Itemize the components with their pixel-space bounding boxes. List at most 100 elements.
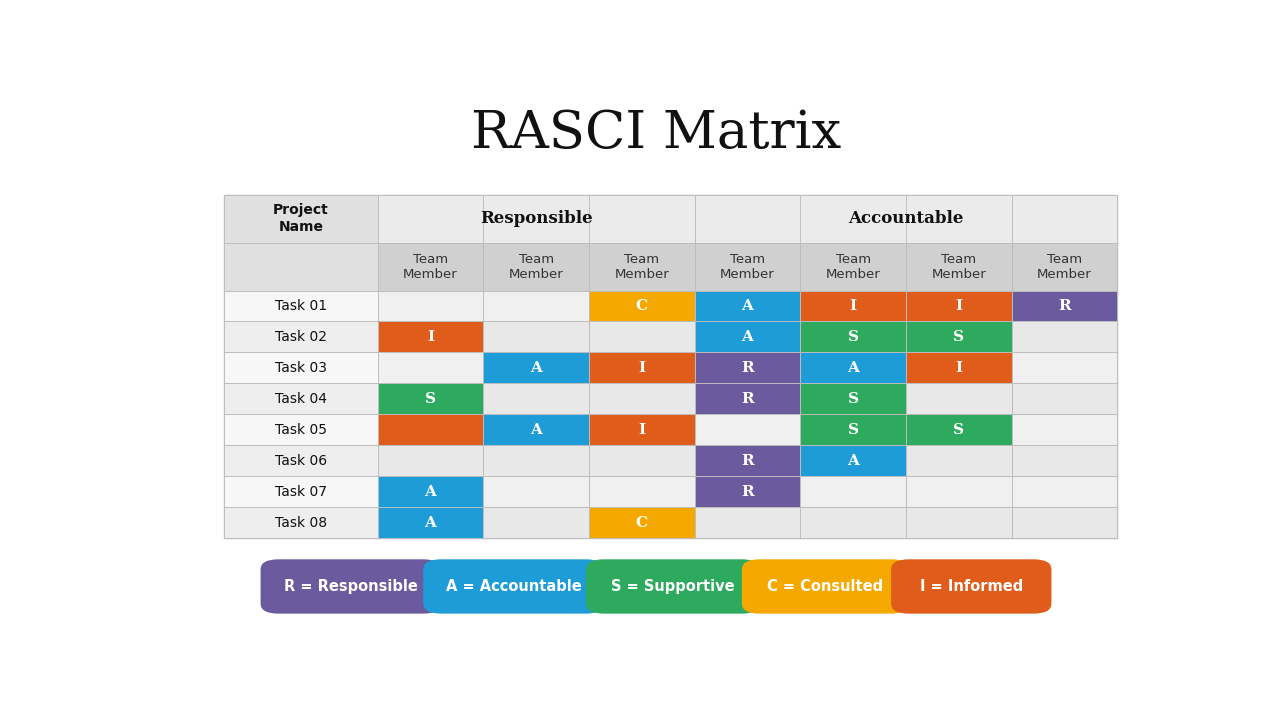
Text: I: I	[955, 361, 963, 375]
Text: Team
Member: Team Member	[403, 253, 458, 281]
Text: A: A	[741, 299, 754, 313]
Bar	[484, 243, 589, 290]
Bar	[800, 321, 906, 352]
Text: A = Accountable: A = Accountable	[445, 579, 581, 594]
Bar	[378, 321, 484, 352]
Bar	[1011, 290, 1117, 321]
Bar	[1011, 352, 1117, 384]
Text: Team
Member: Team Member	[932, 253, 986, 281]
Text: R: R	[741, 361, 754, 375]
Bar	[378, 446, 484, 477]
Bar	[224, 194, 378, 243]
Bar	[589, 477, 695, 508]
Bar	[224, 321, 378, 352]
FancyBboxPatch shape	[742, 559, 909, 613]
Text: S: S	[954, 423, 964, 437]
Text: I: I	[428, 330, 434, 344]
Bar	[589, 352, 695, 384]
Bar	[378, 477, 484, 508]
Bar	[484, 321, 589, 352]
Text: Task 03: Task 03	[275, 361, 328, 375]
Bar	[484, 384, 589, 415]
Text: Responsible: Responsible	[480, 210, 593, 227]
Text: Team
Member: Team Member	[721, 253, 774, 281]
Bar	[589, 446, 695, 477]
Bar	[1011, 321, 1117, 352]
Bar	[695, 446, 800, 477]
Bar	[589, 243, 695, 290]
Bar	[800, 290, 906, 321]
Text: I = Informed: I = Informed	[919, 579, 1023, 594]
Text: R: R	[741, 454, 754, 468]
Bar	[1011, 508, 1117, 539]
Text: A: A	[741, 330, 754, 344]
Bar	[589, 290, 695, 321]
Text: Task 04: Task 04	[275, 392, 328, 406]
Bar	[484, 415, 589, 446]
Bar	[800, 477, 906, 508]
Bar	[1011, 446, 1117, 477]
Bar	[224, 352, 378, 384]
Text: S: S	[847, 423, 859, 437]
Text: Team
Member: Team Member	[508, 253, 563, 281]
Text: Task 05: Task 05	[275, 423, 328, 437]
Bar	[1011, 415, 1117, 446]
Bar	[378, 352, 484, 384]
Text: R: R	[1059, 299, 1071, 313]
Bar	[378, 508, 484, 539]
Text: A: A	[530, 423, 543, 437]
Text: S: S	[847, 330, 859, 344]
Text: I: I	[639, 361, 645, 375]
Bar	[800, 415, 906, 446]
Text: A: A	[425, 485, 436, 499]
Text: Team
Member: Team Member	[614, 253, 669, 281]
Text: Accountable: Accountable	[849, 210, 964, 227]
Bar	[800, 384, 906, 415]
Bar	[906, 352, 1011, 384]
FancyBboxPatch shape	[586, 559, 760, 613]
Text: Project
Name: Project Name	[273, 204, 329, 233]
Bar	[800, 446, 906, 477]
Bar	[906, 243, 1011, 290]
Bar	[906, 384, 1011, 415]
Bar	[906, 415, 1011, 446]
Text: Task 01: Task 01	[275, 299, 328, 313]
Bar	[1011, 243, 1117, 290]
Bar	[800, 243, 906, 290]
Bar	[224, 446, 378, 477]
Bar	[695, 384, 800, 415]
Text: R: R	[741, 485, 754, 499]
Bar	[484, 290, 589, 321]
Bar	[484, 446, 589, 477]
Text: S: S	[954, 330, 964, 344]
Bar	[378, 290, 484, 321]
Text: Task 02: Task 02	[275, 330, 328, 344]
Bar	[1011, 477, 1117, 508]
Bar	[484, 477, 589, 508]
Bar	[224, 243, 378, 290]
Text: Team
Member: Team Member	[826, 253, 881, 281]
Text: A: A	[847, 454, 859, 468]
Text: A: A	[530, 361, 543, 375]
Text: C: C	[636, 299, 648, 313]
Text: S: S	[847, 392, 859, 406]
Text: I: I	[850, 299, 856, 313]
Bar	[906, 508, 1011, 539]
Bar	[695, 243, 800, 290]
Bar	[589, 321, 695, 352]
Bar	[589, 508, 695, 539]
Text: S = Supportive: S = Supportive	[611, 579, 735, 594]
Bar	[224, 508, 378, 539]
Bar	[695, 321, 800, 352]
Text: A: A	[425, 516, 436, 530]
Bar	[695, 415, 800, 446]
Bar	[906, 446, 1011, 477]
Text: I: I	[639, 423, 645, 437]
Bar	[906, 290, 1011, 321]
Bar	[378, 384, 484, 415]
Bar	[484, 508, 589, 539]
Bar	[695, 508, 800, 539]
Bar	[695, 194, 1117, 243]
Bar	[589, 384, 695, 415]
Bar	[695, 352, 800, 384]
